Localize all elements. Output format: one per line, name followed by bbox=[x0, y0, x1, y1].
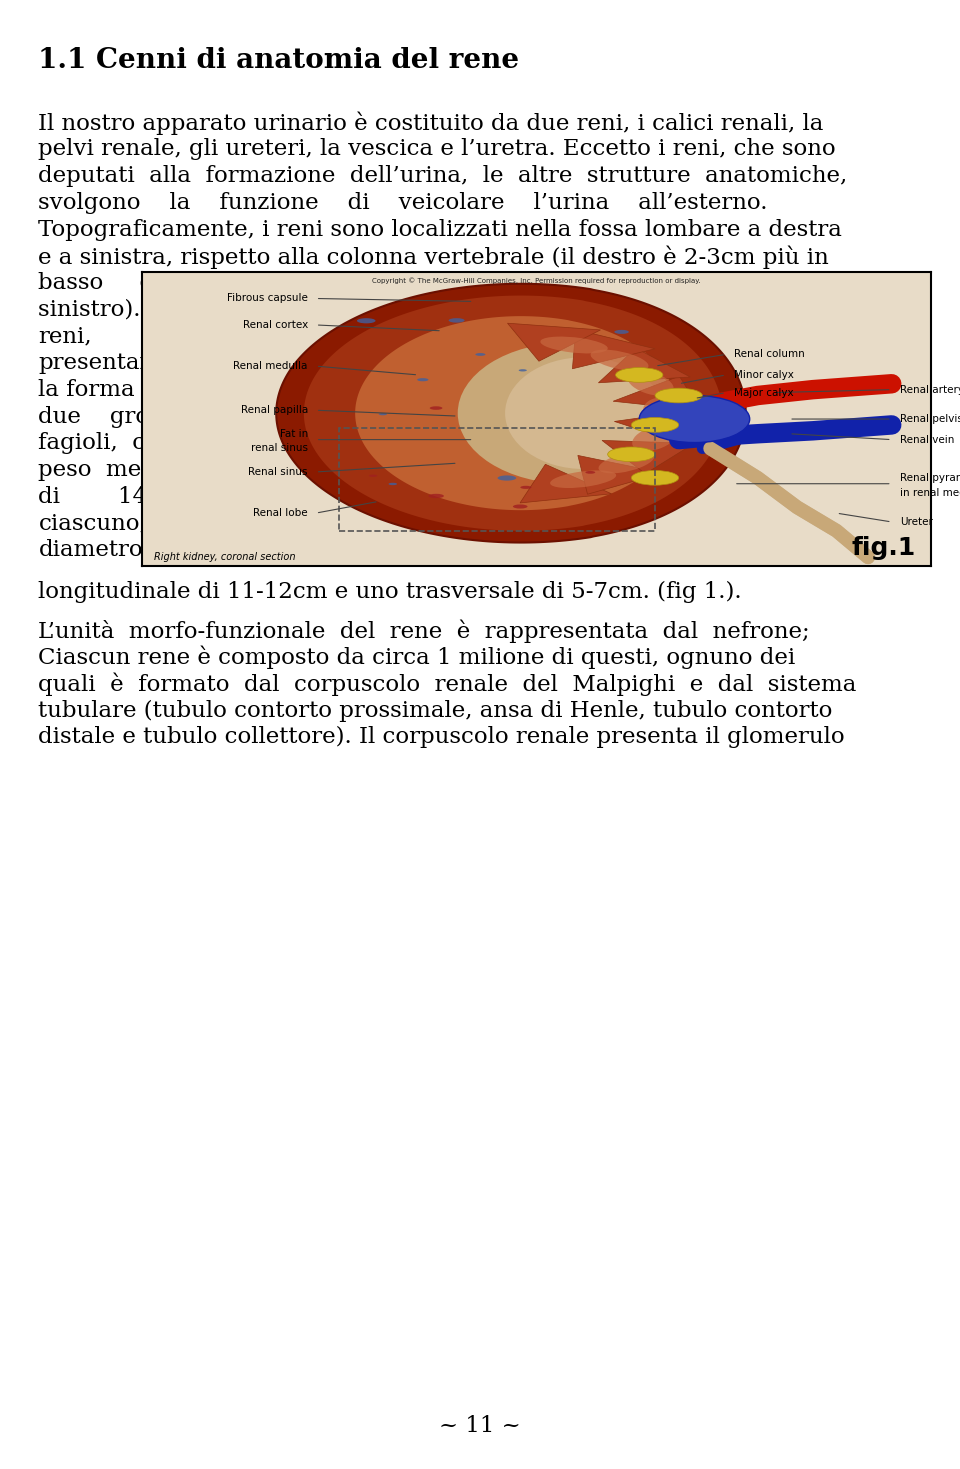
Polygon shape bbox=[602, 441, 694, 473]
Text: Il nostro apparato urinario è costituito da due reni, i calici renali, la: Il nostro apparato urinario è costituito… bbox=[38, 112, 824, 135]
Text: svolgono    la    funzione    di    veicolare    l’urina    all’esterno.: svolgono la funzione di veicolare l’urin… bbox=[38, 192, 768, 214]
Text: fig.1: fig.1 bbox=[852, 536, 916, 560]
Text: basso     del: basso del bbox=[38, 272, 176, 294]
Polygon shape bbox=[578, 455, 663, 494]
Text: Topograficamente, i reni sono localizzati nella fossa lombare a destra: Topograficamente, i reni sono localizzat… bbox=[38, 219, 842, 241]
Ellipse shape bbox=[369, 474, 377, 477]
Text: di        140gr: di 140gr bbox=[38, 486, 187, 508]
Text: ~ 11 ~: ~ 11 ~ bbox=[439, 1415, 521, 1437]
Text: e a sinistra, rispetto alla colonna vertebrale (il destro è 2-3cm più in: e a sinistra, rispetto alla colonna vert… bbox=[38, 245, 829, 269]
Text: Renal pelvis: Renal pelvis bbox=[900, 414, 960, 425]
Ellipse shape bbox=[357, 319, 375, 323]
Ellipse shape bbox=[639, 395, 750, 442]
Text: Renal cortex: Renal cortex bbox=[243, 320, 308, 331]
Text: sinistro).    I: sinistro). I bbox=[38, 298, 179, 320]
Text: Right kidney, coronal section: Right kidney, coronal section bbox=[154, 552, 296, 561]
Ellipse shape bbox=[505, 357, 663, 469]
Text: Ciascun rene è composto da circa 1 milione di questi, ognuno dei: Ciascun rene è composto da circa 1 milio… bbox=[38, 646, 796, 670]
Ellipse shape bbox=[540, 336, 608, 354]
Text: Major calyx: Major calyx bbox=[733, 388, 794, 398]
Polygon shape bbox=[613, 376, 701, 410]
Text: Renal papilla: Renal papilla bbox=[241, 405, 308, 416]
Polygon shape bbox=[304, 295, 722, 530]
Text: presentano: presentano bbox=[38, 353, 168, 375]
Text: in renal medulla: in renal medulla bbox=[900, 488, 960, 498]
Bar bbox=[339, 427, 655, 530]
Text: deputati  alla  formazione  dell’urina,  le  altre  strutture  anatomiche,: deputati alla formazione dell’urina, le … bbox=[38, 165, 848, 187]
Text: L’unità  morfo-funzionale  del  rene  è  rappresentata  dal  nefrone;: L’unità morfo-funzionale del rene è rapp… bbox=[38, 620, 810, 643]
Ellipse shape bbox=[590, 350, 649, 370]
Text: Copyright © The McGraw-Hill Companies, Inc. Permission required for reproduction: Copyright © The McGraw-Hill Companies, I… bbox=[372, 278, 701, 284]
Text: Ureter: Ureter bbox=[900, 517, 932, 527]
Polygon shape bbox=[276, 284, 746, 542]
Ellipse shape bbox=[379, 413, 387, 416]
Text: diametro: diametro bbox=[38, 539, 143, 561]
Ellipse shape bbox=[628, 370, 674, 395]
Text: Renal lobe: Renal lobe bbox=[253, 508, 308, 519]
Text: Minor calyx: Minor calyx bbox=[733, 370, 794, 380]
Ellipse shape bbox=[615, 367, 663, 382]
Text: Renal artery: Renal artery bbox=[900, 385, 960, 395]
Polygon shape bbox=[598, 348, 690, 383]
Ellipse shape bbox=[475, 353, 486, 355]
Polygon shape bbox=[520, 464, 612, 502]
Text: quali  è  formato  dal  corpuscolo  renale  del  Malpighi  e  dal  sistema: quali è formato dal corpuscolo renale de… bbox=[38, 673, 856, 696]
Ellipse shape bbox=[643, 398, 683, 425]
Ellipse shape bbox=[614, 331, 629, 333]
Text: Renal medulla: Renal medulla bbox=[233, 361, 308, 372]
Text: reni,: reni, bbox=[38, 326, 92, 348]
Ellipse shape bbox=[632, 417, 679, 432]
Text: Renal column: Renal column bbox=[733, 350, 804, 360]
Text: tubulare (tubulo contorto prossimale, ansa di Henle, tubulo contorto: tubulare (tubulo contorto prossimale, an… bbox=[38, 699, 832, 721]
Ellipse shape bbox=[608, 447, 655, 461]
Polygon shape bbox=[355, 316, 679, 510]
Ellipse shape bbox=[520, 486, 532, 489]
Ellipse shape bbox=[389, 483, 397, 485]
Text: pelvi renale, gli ureteri, la vescica e l’uretra. Eccetto i reni, che sono: pelvi renale, gli ureteri, la vescica e … bbox=[38, 138, 836, 160]
Text: Renal sinus: Renal sinus bbox=[249, 467, 308, 477]
Text: Renal vein: Renal vein bbox=[900, 435, 954, 445]
Text: longitudinale di 11-12cm e uno trasversale di 5-7cm. (fig 1.).: longitudinale di 11-12cm e uno trasversa… bbox=[38, 580, 742, 602]
Ellipse shape bbox=[632, 470, 679, 485]
Text: Fat in: Fat in bbox=[279, 429, 308, 439]
Ellipse shape bbox=[428, 494, 444, 498]
Text: distale e tubulo collettore). Il corpuscolo renale presenta il glomerulo: distale e tubulo collettore). Il corpusc… bbox=[38, 726, 845, 748]
Ellipse shape bbox=[633, 426, 677, 451]
Ellipse shape bbox=[513, 504, 528, 508]
Text: fagioli,  con: fagioli, con bbox=[38, 432, 174, 454]
Ellipse shape bbox=[598, 451, 655, 473]
Text: peso  medio: peso medio bbox=[38, 460, 178, 482]
Ellipse shape bbox=[550, 470, 616, 488]
Ellipse shape bbox=[430, 407, 443, 410]
Ellipse shape bbox=[418, 378, 428, 382]
Ellipse shape bbox=[586, 472, 595, 473]
Text: Renal pyramid: Renal pyramid bbox=[900, 473, 960, 483]
Ellipse shape bbox=[497, 476, 516, 480]
Text: Fibrous capsule: Fibrous capsule bbox=[227, 294, 308, 304]
Polygon shape bbox=[508, 323, 600, 361]
Text: renal sinus: renal sinus bbox=[251, 444, 308, 454]
Ellipse shape bbox=[655, 388, 703, 403]
Ellipse shape bbox=[518, 369, 527, 372]
Text: due    grossi: due grossi bbox=[38, 405, 180, 427]
Text: 1.1 Cenni di anatomia del rene: 1.1 Cenni di anatomia del rene bbox=[38, 47, 519, 73]
Polygon shape bbox=[614, 410, 700, 445]
Text: la forma di: la forma di bbox=[38, 379, 164, 401]
Ellipse shape bbox=[458, 342, 679, 483]
Ellipse shape bbox=[448, 319, 465, 323]
Polygon shape bbox=[572, 329, 655, 369]
Text: ciascuno,: ciascuno, bbox=[38, 513, 147, 535]
